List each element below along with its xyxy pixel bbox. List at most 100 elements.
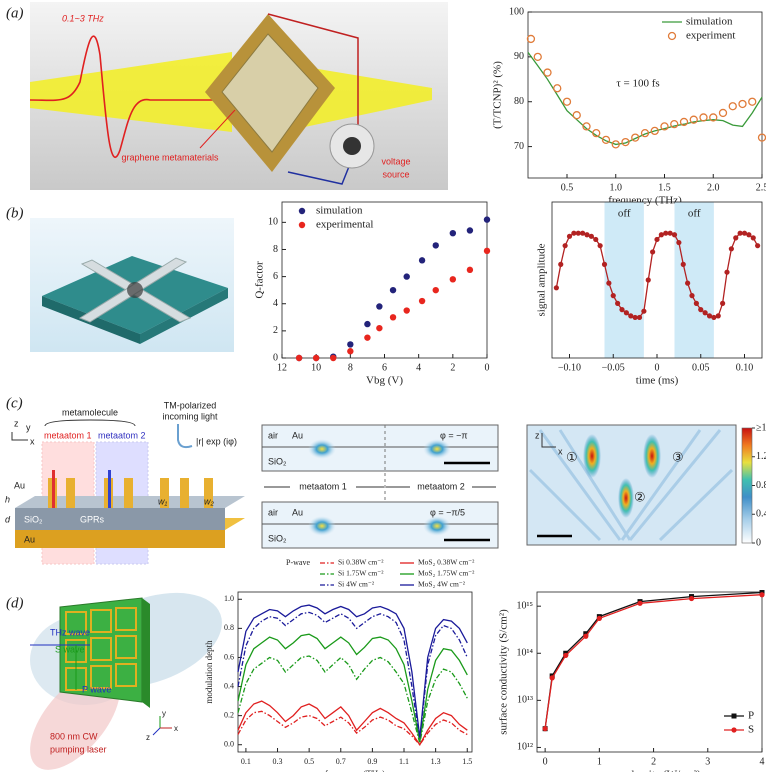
point	[689, 293, 695, 299]
resonators	[65, 607, 137, 691]
point	[588, 233, 594, 239]
sample-label: graphene metamaterials	[121, 152, 219, 162]
region-label: off	[618, 208, 631, 220]
beam	[30, 52, 232, 132]
series-line	[527, 52, 763, 146]
panel-label: (d)	[6, 595, 24, 611]
x-axis-label: Vbg (V)	[366, 375, 403, 387]
point	[549, 675, 555, 681]
series-line	[237, 655, 468, 744]
dim-label: d	[5, 514, 11, 524]
illustration-c-left: z y x metamolecule TM-polarized incoming…	[5, 400, 245, 565]
plot-frame	[551, 201, 763, 359]
point	[631, 133, 640, 142]
point	[364, 334, 371, 341]
point	[582, 122, 591, 131]
legend-label: MoS₂ 1.75W cm⁻²	[418, 569, 475, 578]
x-tick-label: 0.5	[561, 182, 574, 193]
point	[733, 235, 739, 241]
point	[601, 135, 611, 145]
illustration-a: 0.1~3 THz graphene metamaterials voltage…	[29, 2, 448, 190]
dim-label: w₂	[204, 496, 214, 506]
point	[628, 313, 634, 319]
point	[759, 592, 765, 598]
reflection-label: |r| exp (iφ)	[196, 436, 237, 446]
light-label: TM-polarized	[164, 400, 217, 410]
x-tick-label: 12	[277, 362, 287, 373]
hotspot	[423, 516, 451, 536]
point	[432, 242, 439, 249]
point	[610, 293, 616, 299]
hotspot	[618, 478, 634, 518]
y-tick-label: 10¹³	[517, 695, 533, 706]
point	[553, 84, 562, 93]
y-axis-label: (T/TCNP)² (%)	[492, 61, 504, 129]
x-tick-label: 0.5	[304, 757, 314, 766]
hotspot	[643, 434, 661, 478]
point	[689, 115, 698, 124]
legend-label: experiment	[686, 30, 735, 42]
x-tick-label: 1.5	[462, 757, 472, 766]
axis-label: x	[558, 446, 563, 456]
point	[731, 713, 737, 719]
point	[615, 300, 621, 306]
point	[376, 303, 383, 310]
dim-label: h	[5, 494, 10, 504]
spot-label: ②	[634, 489, 646, 504]
legend-label: MoS₂ 0.38W cm⁻²	[418, 558, 475, 567]
point	[658, 232, 664, 238]
axis	[152, 727, 161, 736]
map-label: air	[268, 507, 278, 517]
point	[403, 307, 410, 314]
point	[575, 230, 581, 236]
panel-label: (a)	[6, 5, 24, 21]
point	[592, 128, 601, 138]
point	[640, 128, 650, 138]
point	[596, 615, 602, 622]
point	[566, 233, 573, 239]
point	[654, 236, 660, 243]
x-tick-label: 6	[382, 362, 387, 373]
wave-label: P wave	[82, 684, 111, 694]
point	[418, 297, 426, 305]
y-tick-label: 90	[514, 51, 524, 62]
hotspot	[308, 516, 336, 536]
atom-label: metaatom 2	[417, 481, 465, 491]
y-tick-label: 0.8	[224, 623, 234, 632]
beam	[300, 66, 432, 128]
stripes	[48, 470, 213, 508]
point	[637, 600, 643, 606]
point	[746, 232, 752, 238]
point	[376, 324, 383, 332]
point	[571, 230, 577, 236]
point	[699, 113, 708, 122]
point	[583, 633, 589, 639]
x-tick-label: −0.05	[602, 362, 625, 373]
y-tick-label: 10¹⁵	[517, 600, 533, 611]
pointer	[199, 109, 236, 149]
legend-label: simulation	[686, 16, 733, 28]
knob-center	[343, 137, 361, 155]
annotation: P-wave	[286, 558, 310, 567]
y-tick-label: 2	[273, 325, 278, 336]
point	[347, 341, 354, 348]
point	[755, 243, 761, 249]
dim-label: w₁	[158, 496, 167, 506]
axis-label: x	[174, 724, 178, 733]
point	[702, 310, 708, 316]
point	[466, 227, 474, 234]
source-label: source	[382, 169, 409, 179]
graphene	[127, 282, 143, 298]
axis-label: z	[14, 418, 19, 428]
point	[449, 276, 457, 283]
legend-label: MoS₂ 4W cm⁻²	[418, 580, 466, 589]
spot-label: ③	[672, 449, 684, 464]
point	[737, 230, 743, 236]
x-tick-label: 1.3	[431, 757, 441, 766]
y-axis-label: Q-factor	[254, 261, 266, 299]
shaded-region	[604, 202, 644, 358]
point	[580, 230, 586, 236]
y-tick-label: 0.6	[224, 652, 234, 661]
spot-label: ①	[566, 449, 578, 464]
x-tick-label: 0.9	[367, 757, 377, 766]
